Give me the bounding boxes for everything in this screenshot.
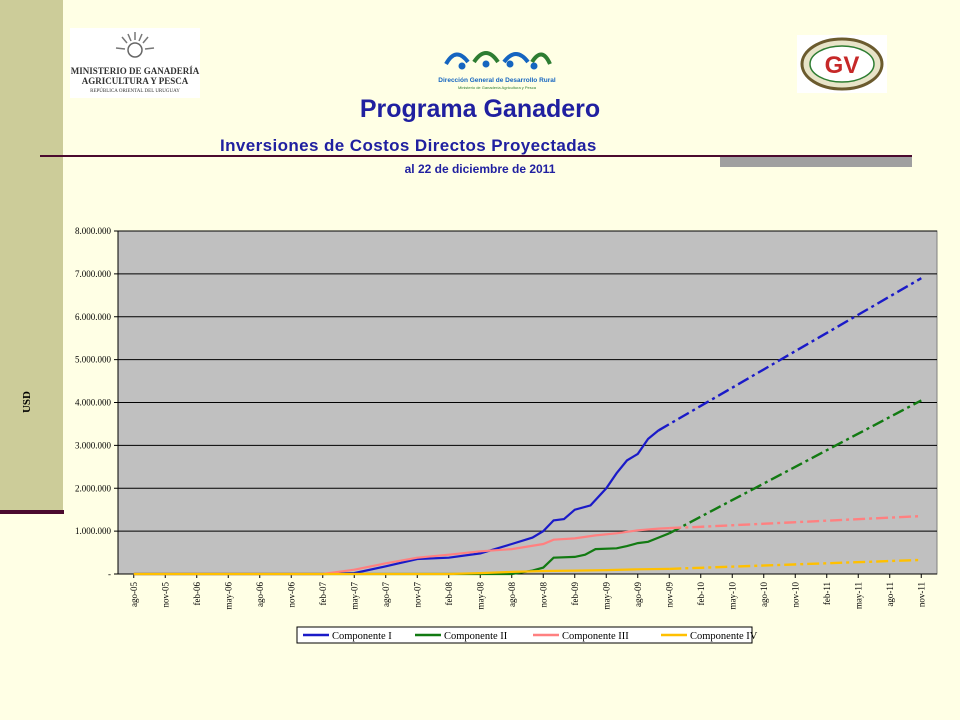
- side-decor-bar: [0, 0, 63, 510]
- x-tick-label: ago-07: [381, 582, 391, 607]
- x-tick-label: ago-10: [759, 582, 769, 607]
- legend-label: Componente II: [444, 631, 508, 642]
- x-tick-label: feb-07: [318, 582, 328, 606]
- side-decor-tick: [0, 510, 64, 514]
- dgdr-logo-line1: Dirección General de Desarrollo Rural: [438, 77, 556, 84]
- x-tick-label: ago-08: [507, 582, 517, 607]
- x-tick-label: nov-07: [412, 582, 422, 608]
- x-tick-label: feb-11: [822, 582, 832, 605]
- y-tick-label: 2.000.000: [75, 483, 112, 493]
- series-line-projected-4: [669, 558, 922, 571]
- gv-logo: GV: [797, 35, 887, 93]
- y-tick-label: 5.000.000: [75, 355, 112, 365]
- series-line-projected-1: [657, 277, 922, 432]
- people-emblem-icon: [444, 51, 552, 70]
- x-tick-label: may-11: [853, 582, 863, 609]
- x-tick-label: may-06: [223, 582, 233, 610]
- y-tick-label: 6.000.000: [75, 312, 112, 322]
- x-tick-label: feb-10: [696, 582, 706, 606]
- x-tick-label: ago-06: [255, 582, 265, 607]
- page-subtitle: Inversiones de Costos Directos Proyectad…: [220, 136, 597, 155]
- ministry-logo-line3: REPÚBLICA ORIENTAL DEL URUGUAY: [90, 88, 180, 94]
- ministry-logo: MINISTERIO DE GANADERÍA AGRICULTURA Y PE…: [70, 28, 200, 98]
- x-tick-label: ago-11: [885, 582, 895, 607]
- legend-label: Componente IV: [690, 631, 758, 642]
- x-tick-label: may-09: [601, 582, 611, 610]
- y-axis-title: USD: [21, 391, 33, 413]
- title-rule-accent: [720, 157, 912, 167]
- series-line-actual-1: [133, 429, 660, 576]
- x-tick-label: nov-10: [790, 582, 800, 608]
- x-tick-label: feb-06: [192, 582, 202, 606]
- y-tick-label: -: [108, 569, 111, 579]
- title-rule: [40, 155, 912, 157]
- x-tick-label: feb-08: [444, 582, 454, 606]
- x-tick-label: nov-11: [916, 582, 926, 607]
- y-tick-label: 7.000.000: [75, 269, 112, 279]
- legend-box: [296, 626, 753, 644]
- date-line: al 22 de diciembre de 2011: [404, 162, 556, 176]
- series-line-actual-4: [133, 567, 670, 576]
- series-line-projected-2: [668, 399, 922, 535]
- y-tick-label: 4.000.000: [75, 398, 112, 408]
- page-title: Programa Ganadero: [359, 95, 601, 123]
- gv-logo-text: GV: [825, 52, 860, 79]
- x-tick-label: may-07: [349, 582, 359, 610]
- x-tick-label: ago-09: [633, 582, 643, 607]
- ministry-logo-line1: MINISTERIO DE GANADERÍA: [71, 66, 200, 76]
- x-tick-label: ago-05: [129, 582, 139, 607]
- x-tick-label: feb-09: [570, 582, 580, 606]
- series-line-actual-2: [133, 532, 670, 576]
- dgdr-logo: Dirección General de Desarrollo Rural Mi…: [438, 40, 556, 92]
- y-tick-label: 1.000.000: [75, 526, 112, 536]
- x-tick-label: nov-09: [664, 582, 674, 608]
- x-tick-label: may-10: [727, 582, 737, 610]
- x-tick-label: nov-06: [286, 582, 296, 608]
- legend-label: Componente I: [332, 631, 392, 642]
- x-tick-label: may-08: [475, 582, 485, 610]
- y-tick-label: 3.000.000: [75, 440, 112, 450]
- x-tick-label: nov-05: [160, 582, 170, 608]
- legend-label: Componente III: [562, 631, 629, 642]
- y-tick-label: 8.000.000: [75, 226, 112, 236]
- dgdr-logo-line2: Ministerio de Ganadería Agricultura y Pe…: [458, 85, 537, 90]
- series-line-projected-3: [669, 514, 922, 530]
- series-line-actual-3: [133, 527, 670, 576]
- x-tick-label: nov-08: [538, 582, 548, 608]
- ministry-logo-line2: AGRICULTURA Y PESCA: [82, 76, 189, 86]
- sun-emblem-icon: [115, 32, 155, 58]
